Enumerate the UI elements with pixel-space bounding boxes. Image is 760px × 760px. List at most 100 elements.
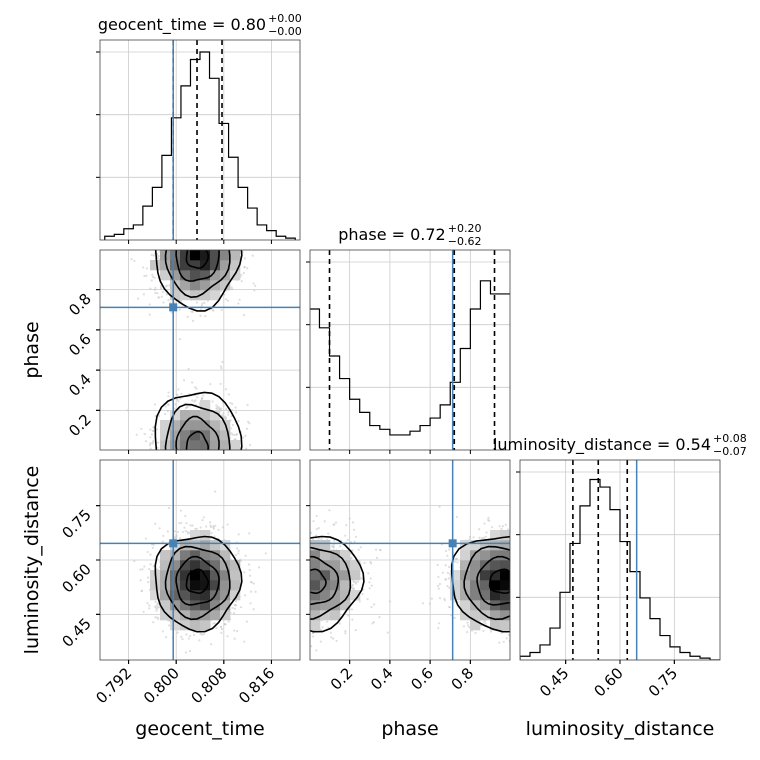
density-cell <box>210 280 221 291</box>
sample-point <box>252 582 255 585</box>
density-cell <box>210 440 221 450</box>
sample-point <box>195 527 199 530</box>
sample-point <box>187 637 190 640</box>
density-cell <box>160 600 171 611</box>
sample-point <box>248 422 251 425</box>
density-cell <box>460 610 471 621</box>
sample-point <box>184 514 187 518</box>
sample-point <box>252 608 255 611</box>
sample-point <box>330 545 334 548</box>
sample-point <box>437 587 440 590</box>
sample-point <box>448 586 451 589</box>
sample-point <box>213 535 216 538</box>
sample-point <box>212 527 215 530</box>
sample-point <box>371 622 374 625</box>
sample-point <box>220 627 224 631</box>
sample-point <box>251 254 254 257</box>
density-cell <box>470 570 481 581</box>
density-cell <box>180 280 191 291</box>
sample-point <box>224 417 227 420</box>
sample-point <box>180 521 183 524</box>
y-tick-label: 0.75 <box>58 506 94 542</box>
sample-point <box>164 636 168 639</box>
density-cell <box>470 610 481 621</box>
density-cell <box>490 620 501 631</box>
sample-point <box>149 563 152 566</box>
sample-point <box>237 552 240 555</box>
sample-point <box>219 365 223 368</box>
title-value: 0.72 <box>410 225 446 244</box>
sample-point <box>483 522 486 525</box>
sample-point <box>215 407 218 410</box>
sample-point <box>175 535 178 538</box>
title-value: 0.54 <box>675 435 711 454</box>
sample-point <box>188 649 192 653</box>
density-cell <box>330 580 341 591</box>
density-cell <box>220 280 231 291</box>
sample-point <box>180 392 183 395</box>
density-cell <box>180 250 191 261</box>
sample-point <box>234 406 237 409</box>
sample-point <box>154 286 157 290</box>
x-axis-label-geocent-time: geocent_time <box>135 718 264 740</box>
sample-point <box>226 523 229 526</box>
sample-point <box>367 572 370 575</box>
sample-point <box>253 289 256 292</box>
density-cell <box>450 580 461 591</box>
sample-point <box>167 403 170 406</box>
sample-point <box>498 525 501 528</box>
sample-point <box>375 556 379 559</box>
sample-point <box>223 622 227 626</box>
sample-point <box>254 284 257 288</box>
sample-point <box>152 429 155 432</box>
sample-point <box>243 640 246 643</box>
sample-point <box>149 287 152 290</box>
sample-point <box>173 661 175 663</box>
sample-point <box>229 401 232 405</box>
sample-point <box>456 561 459 564</box>
density-cell <box>180 550 191 561</box>
sample-point <box>135 433 138 436</box>
sample-point <box>448 548 451 551</box>
sample-point <box>223 293 226 296</box>
sample-point <box>194 527 197 531</box>
sample-point <box>233 629 236 632</box>
density-cell <box>210 430 221 441</box>
sample-point <box>466 631 469 634</box>
sample-point <box>323 520 326 523</box>
sample-point <box>133 259 136 263</box>
sample-point <box>154 291 157 295</box>
sample-point <box>222 415 225 418</box>
sample-point <box>250 590 253 593</box>
density-cell <box>190 580 201 591</box>
contour-line <box>463 545 510 621</box>
sample-point <box>183 526 186 529</box>
sample-point <box>166 530 169 533</box>
density-cell <box>210 420 221 431</box>
sample-point <box>162 534 165 537</box>
sample-point <box>176 393 179 396</box>
x-tick-label: 0.2 <box>327 664 357 694</box>
x-tick-label: 0.6 <box>407 664 437 694</box>
density-cell <box>200 560 211 571</box>
sample-point <box>149 442 152 445</box>
density-cell <box>320 610 331 621</box>
sample-point <box>249 580 252 583</box>
sample-point <box>190 310 193 313</box>
density-cell <box>340 580 351 591</box>
sample-point <box>354 535 358 539</box>
sample-point <box>215 626 218 630</box>
density-cell <box>230 260 241 271</box>
density-cell <box>190 410 201 421</box>
density-cell <box>180 430 191 441</box>
sample-point <box>245 427 249 430</box>
sample-point <box>201 519 204 522</box>
sample-point <box>148 607 151 610</box>
sample-point <box>154 522 157 525</box>
sample-point <box>252 282 255 285</box>
sample-point <box>152 254 155 257</box>
contour-line <box>154 535 243 633</box>
density-cell <box>220 590 231 601</box>
density-cell <box>160 550 171 561</box>
sample-point <box>201 633 204 636</box>
